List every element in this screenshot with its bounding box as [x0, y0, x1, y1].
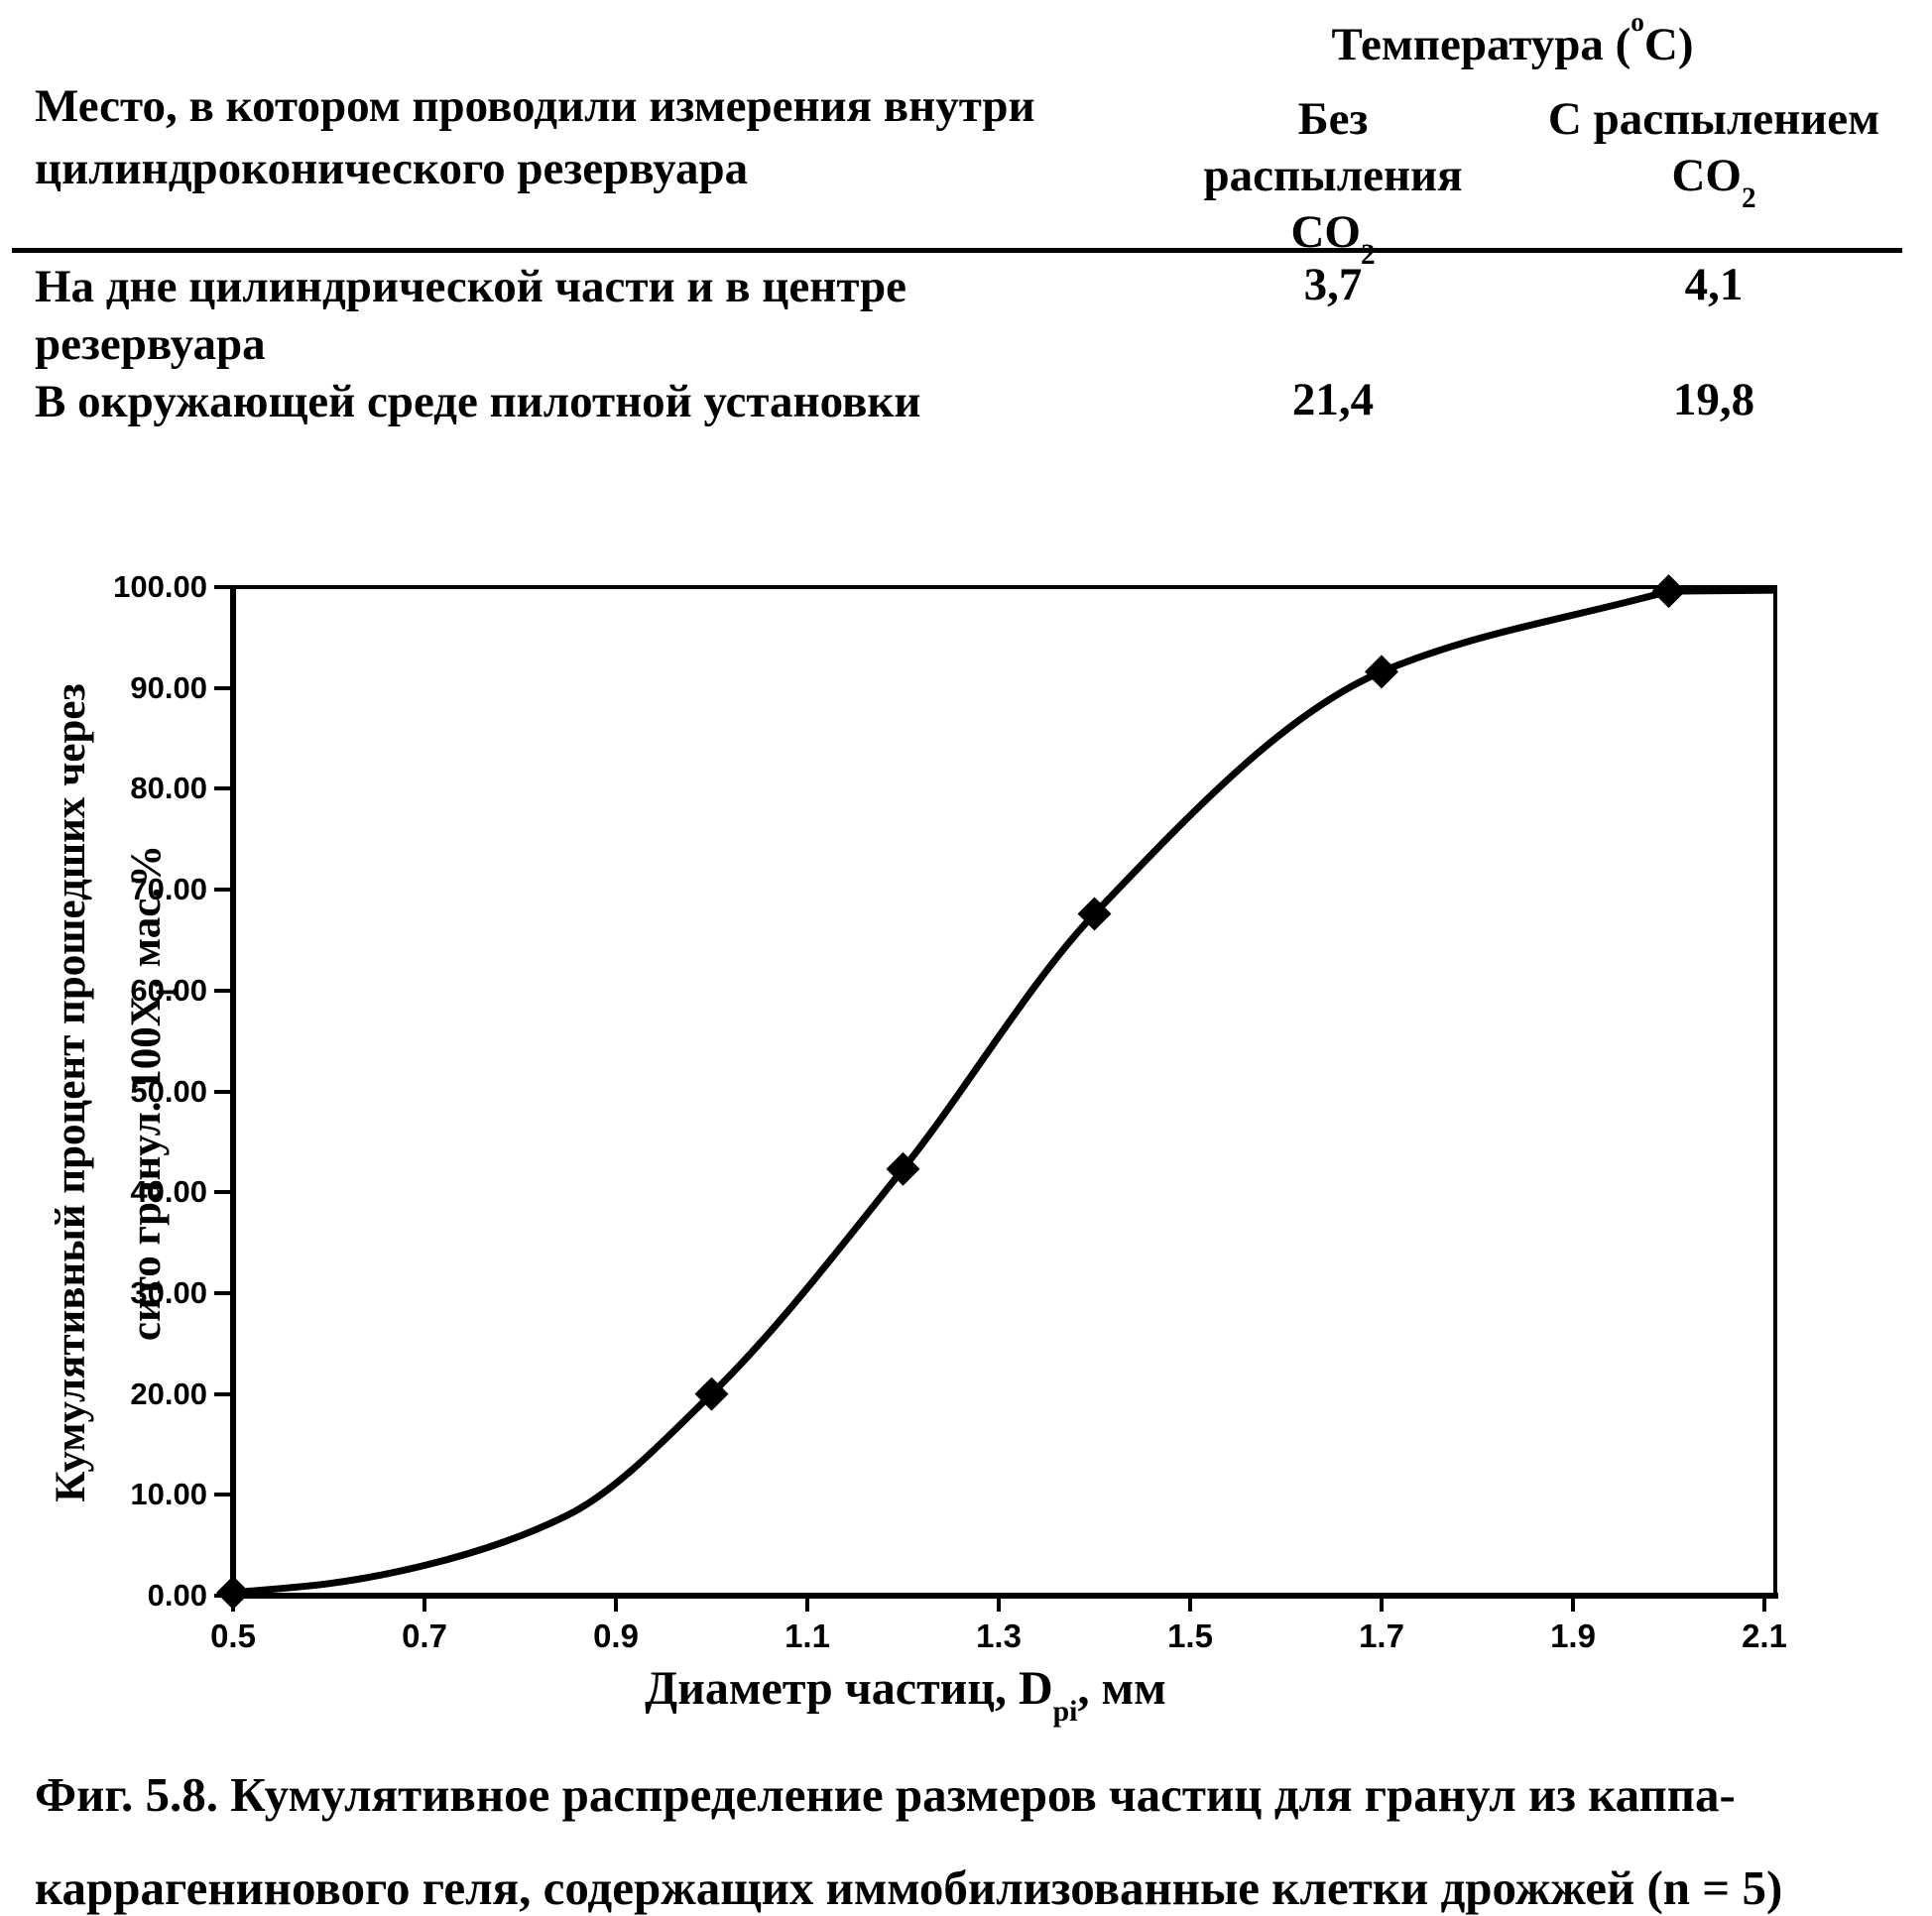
- col1-line2: распыления: [1203, 150, 1463, 201]
- table-col-header-with-co2: С распылением СО2: [1515, 91, 1912, 212]
- figure-caption-line1: Фиг. 5.8. Кумулятивное распределение раз…: [35, 1767, 1736, 1822]
- x-axis-tick: [1188, 1599, 1192, 1612]
- plot-frame-top: [230, 585, 1777, 589]
- y-axis-tick-label: 90.00: [130, 669, 207, 705]
- x-axis-tick: [231, 1599, 235, 1612]
- y-axis-tick-label: 20.00: [130, 1376, 207, 1411]
- x-axis-tick-label: 0.9: [593, 1617, 639, 1654]
- x-axis-line: [230, 1593, 1778, 1599]
- y-axis-tick: [214, 585, 230, 589]
- y-axis-tick: [214, 786, 230, 791]
- plot-frame-right: [1773, 585, 1777, 1599]
- x-axis-tick-label: 2.1: [1742, 1617, 1787, 1654]
- data-point-diamond: [694, 1377, 729, 1411]
- table-title-temperature: Температура (оС): [1141, 8, 1884, 71]
- x-axis-tick: [1762, 1599, 1766, 1612]
- y-axis-tick-label: 10.00: [130, 1477, 207, 1512]
- y-axis-tick: [214, 1594, 230, 1598]
- degree-sup: о: [1630, 7, 1644, 38]
- table-header-rule: [12, 248, 1902, 253]
- y-axis-tick: [214, 1190, 230, 1195]
- x-axis-title-sub: pi: [1052, 1695, 1078, 1729]
- y-axis-tick-label: 100.00: [113, 569, 207, 604]
- y-axis-tick-label: 40.00: [130, 1174, 207, 1210]
- y-axis-tick-label: 0.00: [147, 1578, 207, 1613]
- y-axis-line: [230, 585, 236, 1599]
- chart-plot-area: Диаметр частиц, Dpi, мм 0.00 10.00 20.00 30…: [113, 569, 1787, 1727]
- y-axis-tick-label: 60.00: [130, 972, 207, 1008]
- x-axis-tick-label: 1.3: [976, 1617, 1022, 1654]
- x-axis-tick: [423, 1599, 426, 1612]
- x-axis-tick-label: 1.1: [785, 1617, 830, 1654]
- x-axis-tick: [997, 1599, 1001, 1612]
- x-axis-tick-label: 1.7: [1359, 1617, 1404, 1654]
- x-axis-tick: [805, 1599, 809, 1612]
- data-point-diamond: [1077, 897, 1112, 931]
- x-axis-tick: [614, 1599, 618, 1612]
- x-axis-title-suffix: , мм: [1077, 1662, 1166, 1715]
- table-cell-value: 3,7: [1303, 259, 1363, 310]
- col1-line1: Без: [1297, 93, 1369, 145]
- y-axis-tick: [214, 1089, 230, 1094]
- x-axis-tick-label: 0.5: [210, 1617, 256, 1654]
- table-cell-value: 19,8: [1672, 374, 1755, 425]
- y-axis-tick: [214, 1391, 230, 1396]
- data-point-diamond: [886, 1151, 920, 1186]
- y-axis-tick-label: 80.00: [130, 771, 207, 806]
- co2-sub: 2: [1741, 181, 1756, 214]
- table-cell-value: 21,4: [1291, 374, 1375, 425]
- cumulative-distribution-curve: [216, 574, 1776, 1610]
- y-axis-tick: [214, 1493, 230, 1497]
- y-axis-tick: [214, 988, 230, 993]
- y-axis-tick-label: 50.00: [130, 1073, 207, 1109]
- y-axis-title: Кумулятивный процент прошедших через сит…: [34, 557, 184, 1628]
- x-axis-tick-label: 0.7: [402, 1617, 447, 1654]
- table-row: В окружающей среде пилотной установки: [35, 373, 1195, 430]
- y-axis-tick-label: 30.00: [130, 1274, 207, 1310]
- figure-caption-line2: каррагенинового геля, содержащих иммобил…: [35, 1860, 1783, 1915]
- table-row-header-line2: цилиндроконического резервуара: [35, 143, 749, 194]
- x-axis-tick: [1380, 1599, 1384, 1612]
- y-axis-tick-label: 70.00: [130, 872, 207, 907]
- row1-label-line2: резервуара: [35, 318, 266, 370]
- y-axis-tick: [214, 1290, 230, 1295]
- co2-base: СО: [1671, 150, 1742, 201]
- co2-sub: 2: [1360, 238, 1376, 271]
- x-axis-tick-label: 1.9: [1550, 1617, 1596, 1654]
- table-cell-value: 4,1: [1684, 259, 1744, 310]
- y-axis-title-line2-prefix: сито гранул. 100X: [123, 996, 170, 1342]
- table-title-suffix: С): [1643, 19, 1694, 70]
- x-axis-title: Диаметр частиц, Dpi, мм: [645, 1661, 1166, 1727]
- curve-line: [232, 586, 1776, 1597]
- col2-co2: СО2: [1515, 148, 1912, 212]
- data-point-diamond: [216, 1575, 250, 1610]
- table-title-prefix: Температура (: [1331, 19, 1631, 70]
- x-axis-tick: [1571, 1599, 1575, 1612]
- y-axis-title-line1: Кумулятивный процент прошедших через: [48, 683, 94, 1502]
- row1-label-line1: На дне цилиндрической части и в центре: [35, 261, 906, 312]
- data-point-diamond: [1365, 655, 1398, 689]
- table-row-header: Место, в котором проводили измерения вну…: [35, 75, 1195, 200]
- y-axis-tick: [214, 685, 230, 690]
- y-axis-title-line2-suffix: . мас.%: [123, 844, 170, 989]
- table-row: На дне цилиндрической части и в центре р…: [35, 258, 1195, 373]
- figure-caption: Фиг. 5.8. Кумулятивное распределение раз…: [35, 1748, 1909, 1916]
- table-row-header-line1: Место, в котором проводили измерения вну…: [35, 80, 1035, 132]
- y-axis-title-line2: сито гранул. 100Xi. мас.%: [109, 557, 184, 1628]
- y-axis-tick: [214, 888, 230, 893]
- row2-label-line1: В окружающей среде пилотной установки: [35, 376, 921, 427]
- y-axis-title-line2-sub: i: [151, 988, 181, 997]
- col2-line1: С распылением: [1547, 93, 1880, 145]
- table-col-header-without-co2: Без распыления СО2: [1184, 91, 1482, 269]
- x-axis-title-prefix: Диаметр частиц, D: [645, 1662, 1053, 1715]
- data-point-diamond: [1651, 574, 1686, 609]
- x-axis-tick-label: 1.5: [1167, 1617, 1213, 1654]
